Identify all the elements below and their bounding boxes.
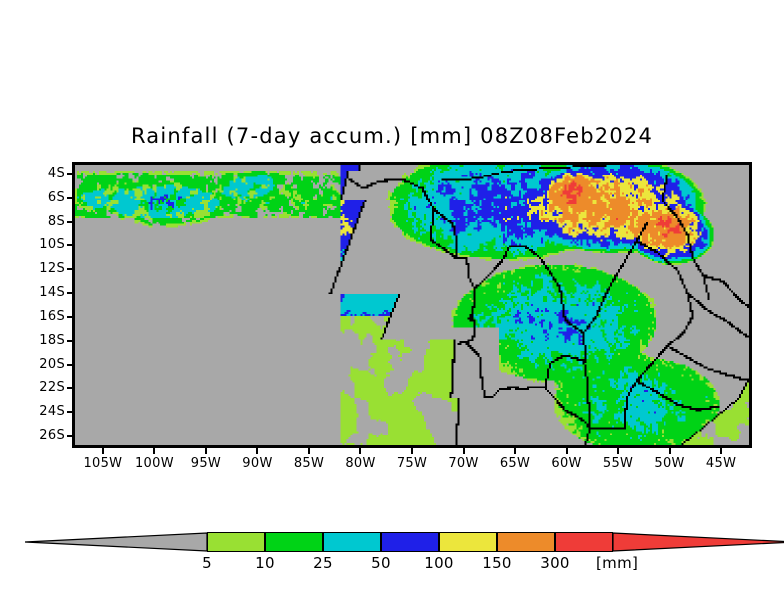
y-axis-tick-label: 8S [47, 213, 65, 229]
y-axis-tick-mark [67, 315, 74, 318]
colorbar-band [381, 532, 439, 552]
x-axis-tick-label: 75W [396, 456, 428, 471]
x-axis-tick-label: 50W [654, 456, 685, 471]
x-axis-tick-label: 60W [551, 456, 582, 471]
colorbar-tick-label: 300 [540, 554, 570, 572]
x-axis-tick-mark [720, 447, 723, 454]
colorbar-band [323, 532, 381, 552]
y-axis-tick-label: 20S [39, 356, 65, 372]
y-axis-tick-mark [67, 268, 74, 271]
x-axis-tick-label: 105W [83, 456, 123, 471]
y-axis-tick-mark [67, 411, 74, 414]
colorbar-band [265, 532, 323, 552]
x-axis-tick-mark [101, 447, 104, 454]
y-axis-tick-label: 4S [47, 165, 65, 181]
colorbar-tick-label: 50 [371, 554, 391, 572]
y-axis-tick-mark [67, 363, 74, 366]
x-axis-tick-label: 90W [242, 456, 273, 471]
colorbar-band [497, 532, 555, 552]
colorbar-unit-label: [mm] [596, 554, 639, 572]
colorbar-band [207, 532, 265, 552]
x-axis-tick-mark [514, 447, 517, 454]
y-axis-tick-label: 10S [39, 237, 65, 253]
map-plot-area [72, 162, 752, 448]
y-axis-tick-label: 14S [39, 285, 65, 301]
y-axis-tick-mark [67, 339, 74, 342]
x-axis-tick-mark [307, 447, 310, 454]
y-axis-tick-mark [67, 220, 74, 223]
y-axis-tick-label: 22S [39, 380, 65, 396]
x-axis-tick-mark [359, 447, 362, 454]
x-axis-tick-mark [204, 447, 207, 454]
x-axis-tick-mark [617, 447, 620, 454]
colorbar-band [555, 532, 613, 552]
x-axis-tick-label: 70W [448, 456, 479, 471]
x-axis-tick-mark [565, 447, 568, 454]
x-axis-tick-label: 85W [293, 456, 325, 471]
y-axis-tick-mark [67, 387, 74, 390]
page-title: Rainfall (7-day accum.) [mm] 08Z08Feb202… [130, 124, 654, 148]
x-axis-tick-mark [668, 447, 671, 454]
x-axis-tick-label: 95W [190, 456, 222, 471]
x-axis-tick-mark [462, 447, 465, 454]
x-axis-tick-label: 65W [499, 456, 531, 471]
colorbar-band [439, 532, 497, 552]
colorbar-over-arrow-icon [613, 532, 784, 552]
x-axis-tick-mark [256, 447, 259, 454]
colorbar-tick-label: 100 [424, 554, 454, 572]
x-axis-tick-label: 80W [345, 456, 376, 471]
y-axis-tick-mark [67, 435, 74, 438]
y-axis-tick-label: 26S [39, 428, 65, 444]
colorbar-bands [207, 532, 613, 552]
y-axis-tick-mark [67, 196, 74, 199]
x-axis-tick-label: 100W [134, 456, 174, 471]
colorbar-tick-label: 5 [202, 554, 212, 572]
y-axis-tick-label: 6S [47, 189, 65, 205]
y-axis-tick-label: 16S [39, 308, 65, 324]
colorbar-under-arrow-icon [25, 532, 207, 552]
y-axis-tick-label: 24S [39, 404, 65, 420]
x-axis-tick-label: 45W [705, 456, 737, 471]
rainfall-raster [75, 165, 749, 445]
colorbar-tick-label: 25 [313, 554, 333, 572]
x-axis-tick-label: 55W [602, 456, 634, 471]
colorbar-tick-label: 10 [255, 554, 275, 572]
colorbar-tick-label: 150 [482, 554, 512, 572]
y-axis-tick-mark [67, 172, 74, 175]
y-axis-tick-label: 18S [39, 332, 65, 348]
x-axis-tick-mark [153, 447, 156, 454]
colorbar-legend: 5 10 25 50 100 150 300 [mm] [0, 520, 784, 580]
y-axis-tick-mark [67, 244, 74, 247]
y-axis-tick-label: 12S [39, 261, 65, 277]
x-axis-tick-mark [411, 447, 413, 454]
y-axis-tick-mark [67, 292, 74, 295]
